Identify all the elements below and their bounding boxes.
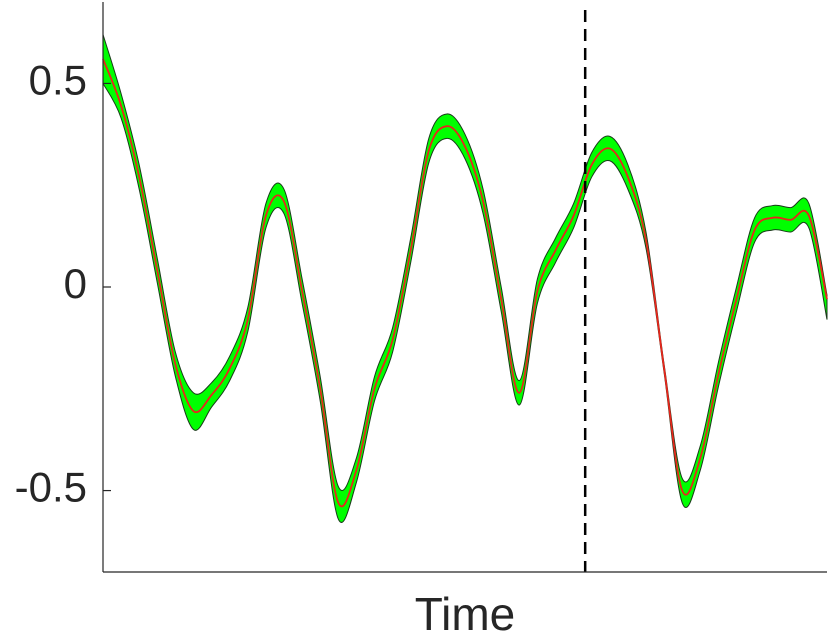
y-tick-label: 0 [64,260,87,307]
x-axis-label: Time [415,588,516,640]
confidence-band [102,34,828,523]
y-tick-label: 0.5 [29,57,87,104]
mean-line [102,58,828,507]
y-tick-label: -0.5 [15,464,87,511]
